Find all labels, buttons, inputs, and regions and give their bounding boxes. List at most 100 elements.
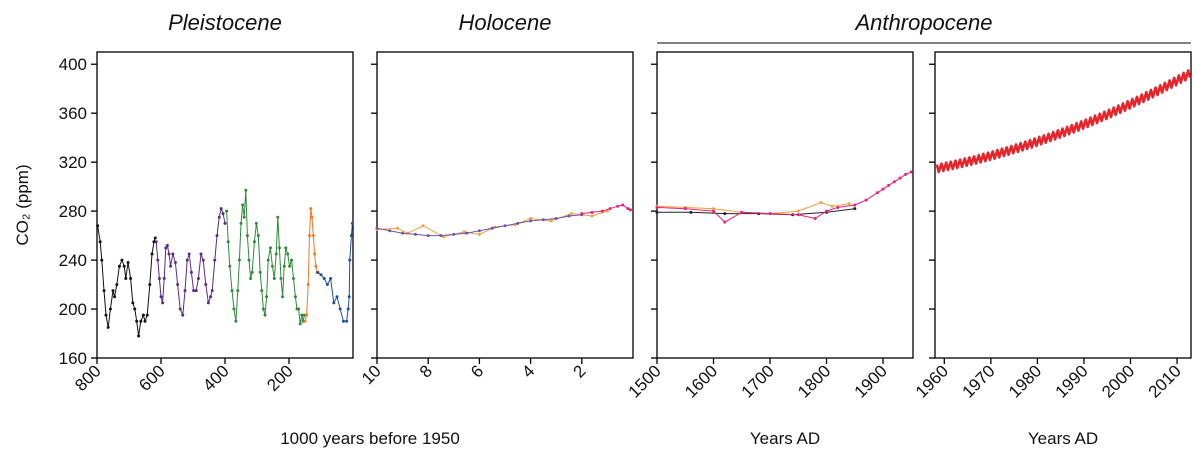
data-point: [853, 207, 857, 211]
data-point: [421, 224, 425, 228]
data-point: [213, 258, 217, 262]
data-point: [288, 264, 292, 268]
data-point: [605, 209, 609, 213]
data-point: [276, 215, 280, 219]
plot-frame: [656, 51, 914, 359]
y-tick-label: 360: [59, 104, 87, 123]
data-point: [465, 231, 469, 235]
data-point: [263, 313, 267, 317]
data-point: [209, 295, 213, 299]
data-point: [261, 307, 265, 311]
data-point: [226, 240, 230, 244]
data-point: [310, 215, 314, 219]
data-point: [567, 214, 571, 218]
data-point: [580, 212, 584, 216]
x-tick-label: 1800: [794, 361, 834, 401]
data-point: [314, 264, 318, 268]
data-point: [290, 258, 294, 262]
data-point: [192, 289, 196, 293]
data-point: [796, 209, 800, 213]
data-point: [329, 276, 333, 280]
data-point: [100, 258, 104, 262]
data-point: [124, 276, 128, 280]
data-point: [554, 216, 558, 220]
data-point: [723, 220, 727, 224]
data-point: [541, 218, 545, 222]
data-point: [590, 210, 594, 214]
data-point: [249, 276, 253, 280]
data-point: [626, 207, 630, 211]
data-point: [600, 209, 604, 213]
data-point: [338, 307, 342, 311]
data-point: [319, 273, 323, 277]
y-tick-label: 200: [59, 300, 87, 319]
data-point: [152, 240, 156, 244]
data-point: [616, 204, 620, 208]
data-point: [887, 183, 891, 187]
data-point: [232, 307, 236, 311]
series-line: [304, 208, 318, 322]
data-point: [162, 276, 166, 280]
data-point: [796, 213, 800, 217]
series-line: [935, 69, 1192, 174]
data-point: [250, 270, 254, 274]
data-point: [590, 214, 594, 218]
data-point: [260, 289, 264, 293]
data-point: [150, 252, 154, 256]
data-point: [442, 235, 446, 239]
data-point: [178, 307, 182, 311]
data-point: [244, 188, 248, 192]
data-point: [881, 187, 885, 191]
data-point: [148, 283, 152, 287]
data-point: [120, 258, 124, 262]
data-point: [375, 226, 379, 230]
x-tick-label: 1900: [851, 361, 891, 401]
data-point: [167, 252, 171, 256]
data-point: [153, 236, 157, 240]
data-point: [108, 307, 112, 311]
data-point: [335, 295, 339, 299]
data-point: [516, 221, 520, 225]
data-point: [176, 283, 180, 287]
data-point: [452, 232, 456, 236]
data-point: [875, 191, 879, 195]
data-point: [187, 252, 191, 256]
data-point: [300, 313, 304, 317]
data-point: [268, 246, 272, 250]
data-point: [272, 276, 276, 280]
series-line: [226, 189, 305, 325]
plot-frame: [376, 51, 634, 359]
data-point: [768, 212, 772, 216]
data-point: [426, 234, 430, 238]
data-point: [111, 289, 115, 293]
data-point: [332, 301, 336, 305]
data-point: [813, 216, 817, 220]
data-point: [689, 210, 693, 214]
data-point: [156, 258, 160, 262]
data-point: [256, 234, 260, 238]
data-point: [316, 270, 320, 274]
data-point: [401, 231, 405, 235]
data-point: [892, 180, 896, 184]
series-line: [376, 210, 608, 238]
data-point: [286, 252, 290, 256]
data-point: [395, 226, 399, 230]
data-point: [898, 176, 902, 180]
data-point: [234, 319, 238, 323]
data-point: [215, 234, 219, 238]
data-point: [388, 229, 392, 233]
data-point: [173, 261, 177, 265]
data-point: [740, 210, 744, 214]
data-point: [165, 243, 169, 247]
data-point: [135, 319, 139, 323]
x-tick-label: 2: [569, 361, 589, 381]
y-tick-label: 280: [59, 202, 87, 221]
y-tick-label: 240: [59, 251, 87, 270]
x-tick-label: 1600: [681, 361, 721, 401]
data-point: [345, 319, 349, 323]
data-point: [210, 289, 214, 293]
x-tick-label: 1980: [1005, 361, 1045, 401]
data-point: [529, 216, 533, 220]
data-point: [206, 301, 210, 305]
data-point: [477, 232, 481, 236]
